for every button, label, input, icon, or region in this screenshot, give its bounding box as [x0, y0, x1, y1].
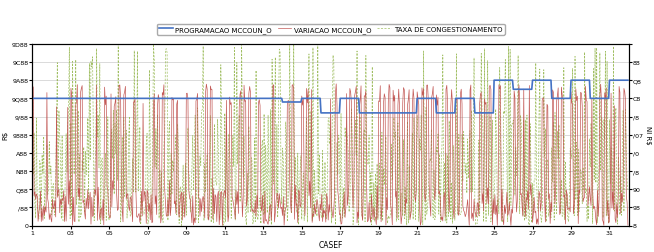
VARIACAO MCCOUN_O: [332, 83, 340, 86]
VARIACAO MCCOUN_O: [471, 210, 479, 213]
TAXA DE CONGESTIONAMENTO: [178, 224, 186, 227]
PROGRAMACAO MCCOUN_O: [305, 98, 313, 101]
Line: TAXA DE CONGESTIONAMENTO: TAXA DE CONGESTIONAMENTO: [33, 45, 628, 226]
PROGRAMACAO MCCOUN_O: [624, 79, 632, 82]
TAXA DE CONGESTIONAMENTO: [29, 49, 37, 52]
TAXA DE CONGESTIONAMENTO: [624, 188, 632, 192]
VARIACAO MCCOUN_O: [283, 205, 290, 208]
TAXA DE CONGESTIONAMENTO: [112, 153, 120, 156]
TAXA DE CONGESTIONAMENTO: [150, 43, 158, 46]
PROGRAMACAO MCCOUN_O: [490, 79, 498, 82]
PROGRAMACAO MCCOUN_O: [283, 101, 290, 104]
PROGRAMACAO MCCOUN_O: [112, 98, 120, 101]
VARIACAO MCCOUN_O: [305, 194, 313, 197]
PROGRAMACAO MCCOUN_O: [471, 112, 479, 115]
Line: VARIACAO MCCOUN_O: VARIACAO MCCOUN_O: [33, 85, 628, 226]
VARIACAO MCCOUN_O: [29, 101, 37, 104]
PROGRAMACAO MCCOUN_O: [317, 112, 325, 115]
X-axis label: CASEF: CASEF: [318, 240, 343, 249]
VARIACAO MCCOUN_O: [624, 224, 632, 227]
Legend: PROGRAMACAO MCCOUN_O, VARIACAO MCCOUN_O, TAXA DE CONGESTIONAMENTO: PROGRAMACAO MCCOUN_O, VARIACAO MCCOUN_O,…: [157, 25, 504, 36]
TAXA DE CONGESTIONAMENTO: [472, 223, 479, 226]
VARIACAO MCCOUN_O: [456, 93, 464, 96]
VARIACAO MCCOUN_O: [112, 96, 120, 99]
PROGRAMACAO MCCOUN_O: [456, 98, 464, 101]
VARIACAO MCCOUN_O: [31, 191, 39, 194]
PROGRAMACAO MCCOUN_O: [31, 98, 39, 101]
TAXA DE CONGESTIONAMENTO: [307, 111, 315, 114]
TAXA DE CONGESTIONAMENTO: [31, 203, 39, 206]
VARIACAO MCCOUN_O: [507, 224, 515, 227]
Y-axis label: R$: R$: [3, 131, 9, 140]
Line: PROGRAMACAO MCCOUN_O: PROGRAMACAO MCCOUN_O: [33, 81, 628, 113]
Y-axis label: NI R$: NI R$: [645, 126, 651, 144]
TAXA DE CONGESTIONAMENTO: [284, 204, 292, 207]
PROGRAMACAO MCCOUN_O: [29, 98, 37, 101]
TAXA DE CONGESTIONAMENTO: [457, 211, 465, 214]
